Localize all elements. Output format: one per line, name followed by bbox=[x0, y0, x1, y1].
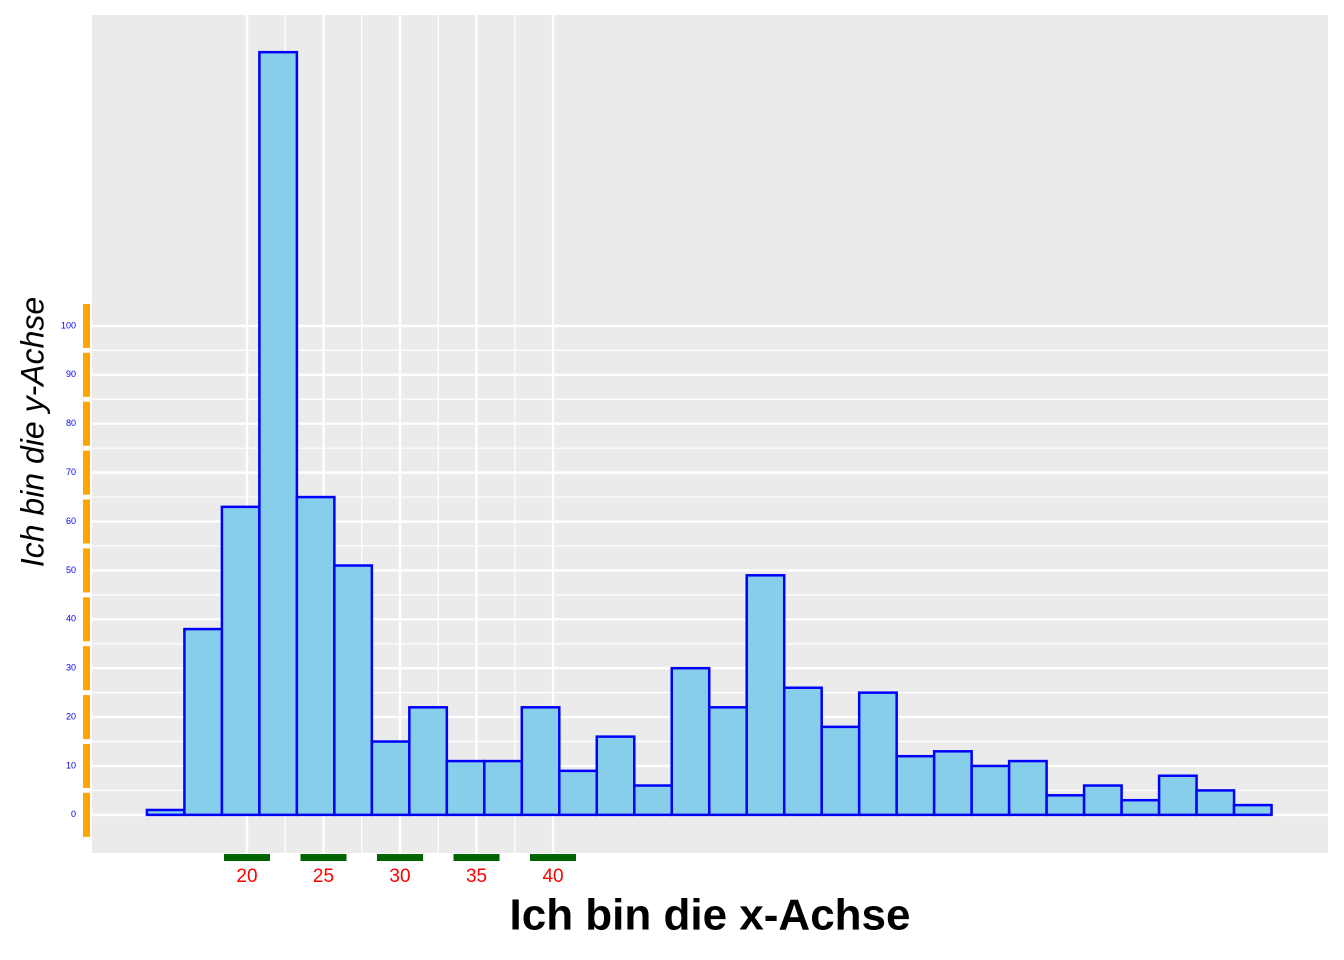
bar bbox=[145, 808, 186, 817]
bar bbox=[520, 706, 561, 817]
x-tick bbox=[300, 854, 347, 861]
bar bbox=[408, 706, 449, 817]
x-tick-label: 30 bbox=[389, 866, 410, 887]
y-tick bbox=[83, 743, 90, 788]
bar bbox=[1082, 784, 1123, 817]
y-tick bbox=[83, 352, 90, 397]
bar bbox=[1195, 789, 1236, 817]
y-tick bbox=[83, 597, 90, 642]
x-tick bbox=[530, 854, 577, 861]
y-tick-label: 50 bbox=[66, 565, 76, 575]
bar bbox=[370, 740, 411, 817]
bar bbox=[258, 50, 299, 817]
bar bbox=[1045, 794, 1086, 817]
x-tick-label: 20 bbox=[236, 866, 257, 887]
y-tick bbox=[83, 646, 90, 691]
x-tick-label: 40 bbox=[542, 866, 563, 887]
y-tick-label: 0 bbox=[71, 809, 76, 819]
bar bbox=[1007, 759, 1048, 817]
y-tick bbox=[83, 792, 90, 837]
y-tick-label: 20 bbox=[66, 711, 76, 721]
y-tick bbox=[83, 548, 90, 593]
x-tick bbox=[453, 854, 500, 861]
y-tick-label: 80 bbox=[66, 418, 76, 428]
bar bbox=[895, 754, 936, 817]
bar bbox=[1120, 798, 1161, 817]
bar bbox=[633, 784, 673, 817]
y-tick-label: 60 bbox=[66, 516, 76, 526]
y-tick bbox=[83, 695, 90, 740]
bar bbox=[820, 725, 861, 817]
bar bbox=[782, 686, 823, 817]
y-tick-label: 40 bbox=[66, 614, 76, 624]
bar bbox=[970, 764, 1011, 817]
y-tick bbox=[83, 401, 90, 446]
y-tick bbox=[83, 499, 90, 544]
bar bbox=[220, 505, 261, 817]
y-tick bbox=[83, 303, 90, 348]
bar bbox=[483, 759, 524, 817]
y-tick-label: 30 bbox=[66, 663, 76, 673]
y-tick-label: 70 bbox=[66, 467, 76, 477]
x-tick-label: 25 bbox=[313, 866, 334, 887]
x-axis-title: Ich bin die x-Achse bbox=[510, 891, 911, 940]
x-tick bbox=[223, 854, 270, 861]
bar bbox=[857, 691, 898, 817]
bar bbox=[595, 735, 636, 817]
bar bbox=[932, 750, 973, 817]
y-axis-title: Ich bin die y-Achse bbox=[14, 297, 50, 567]
bar bbox=[745, 574, 786, 817]
bar bbox=[333, 564, 374, 817]
bar bbox=[670, 666, 711, 817]
bar bbox=[707, 706, 748, 817]
bar bbox=[558, 769, 599, 817]
x-tick-label: 35 bbox=[466, 866, 487, 887]
y-tick bbox=[83, 450, 90, 495]
y-tick-label: 90 bbox=[66, 369, 76, 379]
bar bbox=[183, 627, 224, 817]
y-tick-label: 100 bbox=[61, 320, 76, 330]
y-tick-label: 10 bbox=[66, 760, 76, 770]
bar bbox=[445, 759, 486, 817]
bar bbox=[1232, 803, 1273, 817]
bar bbox=[1157, 774, 1198, 817]
x-tick bbox=[377, 854, 424, 861]
bar bbox=[295, 495, 336, 817]
